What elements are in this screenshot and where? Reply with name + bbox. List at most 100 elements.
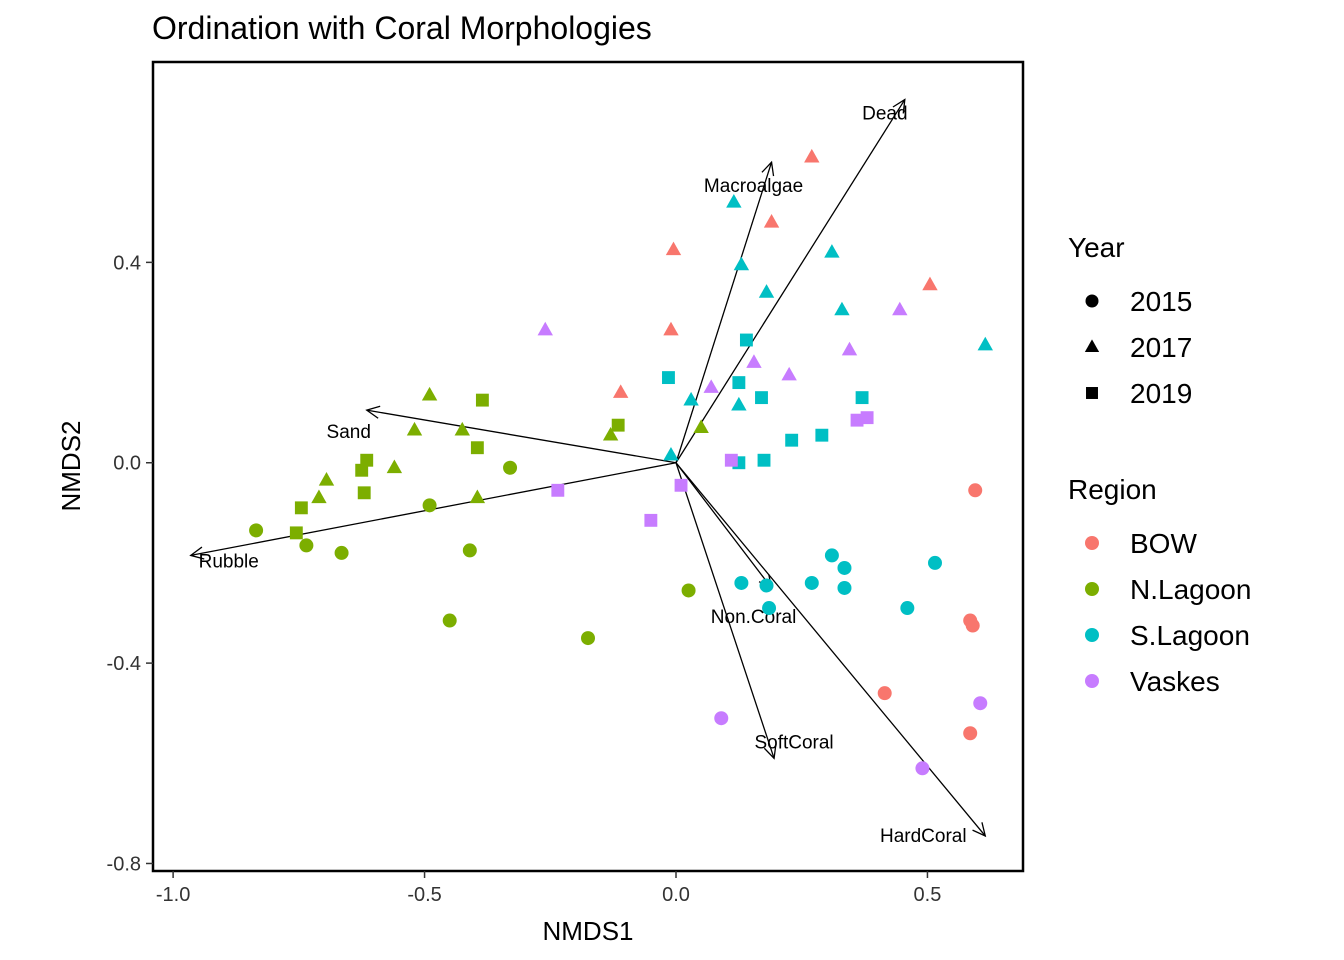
data-point <box>834 301 850 316</box>
data-point <box>681 583 696 598</box>
data-point <box>665 241 682 256</box>
x-axis-title: NMDS1 <box>542 916 633 946</box>
vector-line <box>675 462 773 589</box>
data-point <box>758 284 775 298</box>
data-point <box>421 386 438 401</box>
legend-region-key-n-lagoon <box>1085 582 1099 596</box>
vector-hardcoral: HardCoral <box>675 462 987 847</box>
data-point <box>968 483 983 498</box>
legend-region-title: Region <box>1068 474 1157 505</box>
data-point <box>762 601 777 616</box>
points-layer <box>249 148 993 776</box>
data-point <box>470 441 484 455</box>
vector-line <box>675 99 906 464</box>
data-point <box>357 486 371 500</box>
data-point <box>611 418 625 432</box>
plot-panel: Dead Macroalgae Sand Rubble Non.Coral SoftCor… <box>151 60 1025 873</box>
data-point <box>644 513 658 527</box>
legend-year-key-2017 <box>1084 339 1100 352</box>
legend-year-key-2015 <box>1085 294 1099 308</box>
data-point <box>442 613 457 628</box>
legend-region: Region BOW N.Lagoon S.Lagoon Vaskes <box>1068 474 1251 697</box>
data-point <box>703 379 719 393</box>
legend-region-label: BOW <box>1130 528 1197 559</box>
vectors-layer: Dead Macroalgae Sand Rubble Non.Coral SoftCor… <box>189 98 987 847</box>
data-point <box>824 244 840 258</box>
data-point <box>731 396 747 411</box>
vector-line <box>675 462 986 837</box>
data-point <box>469 489 486 504</box>
y-tick-label: -0.8 <box>107 853 141 875</box>
data-point <box>249 523 264 538</box>
data-point <box>860 411 874 425</box>
vector-label: Rubble <box>199 551 259 572</box>
vector-label: HardCoral <box>880 826 967 847</box>
x-tick-label: 0.5 <box>914 884 942 906</box>
data-point <box>581 631 595 646</box>
data-point <box>824 548 839 563</box>
x-axis: -1.0 -0.5 0.0 0.5 <box>156 871 941 906</box>
legend-region-label: S.Lagoon <box>1130 620 1250 651</box>
legend-region-key-bow <box>1085 536 1099 550</box>
data-point <box>406 421 423 436</box>
data-point <box>781 366 797 381</box>
data-point <box>855 391 869 405</box>
data-point <box>746 354 762 368</box>
vector-line <box>366 409 677 464</box>
data-point <box>663 446 679 461</box>
chart-title: Ordination with Coral Morphologies <box>152 10 652 46</box>
plot-background <box>153 62 1023 871</box>
data-point <box>733 256 750 271</box>
vector-arrowhead <box>761 160 775 177</box>
vector-dead: Dead <box>675 98 908 464</box>
data-point <box>503 460 518 475</box>
x-tick-label: -1.0 <box>156 884 190 906</box>
vector-label: Sand <box>327 422 371 443</box>
x-tick-label: -0.5 <box>407 884 441 906</box>
data-point <box>318 472 335 486</box>
legend-year-label: 2019 <box>1130 378 1192 409</box>
data-point <box>739 333 753 347</box>
vector-label: Dead <box>862 104 907 125</box>
data-point <box>759 578 774 593</box>
data-point <box>755 391 768 405</box>
vector-line <box>675 161 773 463</box>
data-point <box>965 618 980 633</box>
data-point <box>841 341 858 356</box>
legend-region-key-vaskes <box>1085 674 1099 688</box>
data-point <box>602 426 619 441</box>
vector-sand: Sand <box>327 405 677 464</box>
vector-arrowhead <box>763 744 777 760</box>
data-point <box>289 526 303 540</box>
data-point <box>355 463 369 477</box>
vector-arrowhead <box>189 546 205 560</box>
data-point <box>892 301 908 316</box>
data-point <box>693 419 709 433</box>
data-point <box>815 428 829 442</box>
vector-label: Non.Coral <box>711 607 797 628</box>
legend-year-label: 2015 <box>1130 286 1192 317</box>
data-point <box>785 433 799 447</box>
vector-macroalgae: Macroalgae <box>675 160 803 463</box>
vector-arrowhead <box>365 405 381 419</box>
data-point <box>662 371 675 385</box>
data-point <box>386 459 403 474</box>
data-point <box>977 336 993 351</box>
data-point <box>551 483 565 497</box>
data-point <box>714 711 729 726</box>
plot-border <box>151 60 1025 873</box>
data-point <box>674 478 688 492</box>
data-point <box>850 413 864 427</box>
data-point <box>726 194 742 208</box>
data-point <box>900 601 915 616</box>
data-point <box>537 321 553 336</box>
legend-year-key-2019 <box>1086 387 1098 399</box>
vector-non-coral: Non.Coral <box>675 462 797 628</box>
vector-label: Macroalgae <box>704 176 803 197</box>
data-point <box>804 148 820 163</box>
data-point <box>734 575 749 590</box>
data-point <box>683 391 699 406</box>
y-tick-label: 0.4 <box>113 252 141 274</box>
data-point <box>963 726 978 741</box>
